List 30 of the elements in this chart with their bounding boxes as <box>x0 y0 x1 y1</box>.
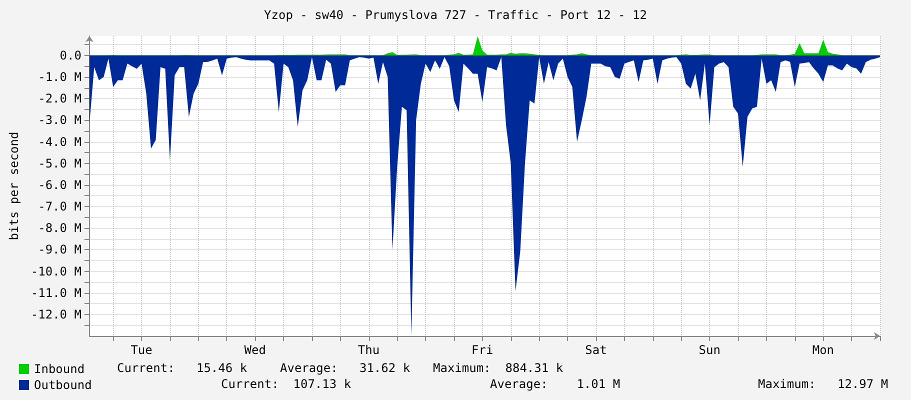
text: Average: 31.62 k <box>280 361 410 375</box>
y-tick-label: -11.0 M <box>30 286 82 300</box>
x-tick-label: Tue <box>130 343 152 357</box>
x-tick-label: Mon <box>812 343 834 357</box>
legend-label: Inbound <box>34 362 85 376</box>
text: Average: 1.01 M <box>490 377 620 391</box>
text: Maximum: 884.31 k <box>433 361 564 375</box>
chart-title: Yzop - sw40 - Prumyslova 727 - Traffic - Port 12 - 12 <box>264 8 647 22</box>
y-axis-title: bits per second <box>7 132 21 240</box>
y-tick-label: -7.0 M <box>38 200 82 214</box>
x-tick-label: Fri <box>472 343 494 357</box>
x-tick-label: Wed <box>244 343 266 357</box>
y-tick-label: -3.0 M <box>38 113 82 128</box>
y-tick-label: -9.0 M <box>38 242 82 257</box>
text: Current: 107.13 k <box>221 377 352 391</box>
y-tick-label: -6.0 M <box>38 178 82 192</box>
text: Current: 15.46 k <box>117 361 248 375</box>
x-tick-label: Thu <box>358 343 380 357</box>
y-tick-label: -5.0 M <box>38 156 82 170</box>
y-tick-label: -2.0 M <box>38 92 82 106</box>
y-tick-label: -12.0 M <box>30 307 82 322</box>
y-tick-label: -10.0 M <box>30 264 82 278</box>
y-tick-label: -1.0 M <box>38 70 82 84</box>
y-tick-label: -8.0 M <box>38 221 82 236</box>
y-tick-label: 0.0 <box>60 48 82 62</box>
y-tick-label: -4.0 M <box>38 134 82 149</box>
text: Maximum: 12.97 M <box>758 377 888 391</box>
x-tick-label: Sun <box>698 343 720 357</box>
x-tick-label: Sat <box>585 343 607 357</box>
legend-label: Outbound <box>34 378 92 392</box>
